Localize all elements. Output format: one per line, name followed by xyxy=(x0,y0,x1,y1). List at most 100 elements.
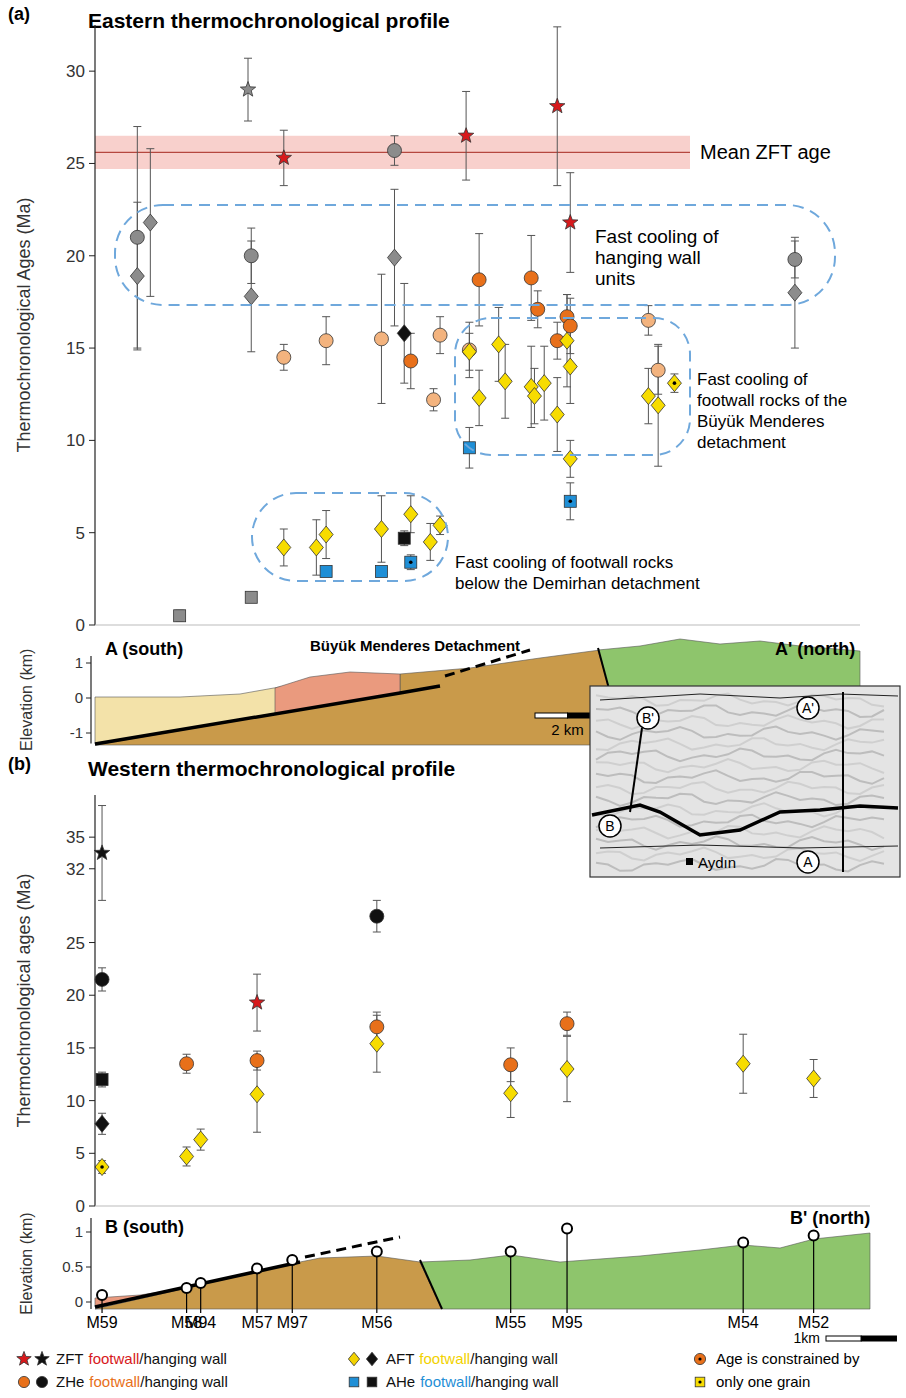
legend-text: hanging wall xyxy=(475,1373,558,1390)
sample-site xyxy=(809,1231,819,1241)
tick-label: 30 xyxy=(66,62,85,81)
sample-site xyxy=(97,1290,107,1300)
data-point xyxy=(240,82,255,97)
data-point xyxy=(370,1035,384,1052)
y-tick xyxy=(89,255,95,256)
y-tick xyxy=(89,995,95,996)
data-point xyxy=(387,249,401,266)
data-point xyxy=(563,214,578,229)
data-point xyxy=(807,1070,821,1087)
legend-text: AFT xyxy=(386,1350,414,1367)
legend-text: AHe xyxy=(386,1373,415,1390)
hillshade xyxy=(596,836,884,850)
elevation-tick xyxy=(86,733,91,734)
annotation: Fast cooling of footwall rocks xyxy=(455,553,673,572)
x-axis xyxy=(95,625,860,626)
town-marker xyxy=(686,858,693,865)
data-point xyxy=(319,334,333,348)
section-label: A (south) xyxy=(105,639,183,659)
one-grain-dot xyxy=(673,381,677,385)
data-point xyxy=(504,1085,518,1102)
data-point xyxy=(550,98,565,113)
y-axis xyxy=(94,25,95,625)
tick-label: 35 xyxy=(66,828,85,847)
data-point xyxy=(180,1148,194,1165)
hillshade xyxy=(596,759,884,773)
data-point xyxy=(537,375,551,392)
tick-label: 0 xyxy=(76,1197,85,1216)
sample-stick xyxy=(292,1265,293,1313)
y-axis xyxy=(94,795,95,1206)
data-point xyxy=(174,610,186,622)
legend-text: Age is constrained by xyxy=(716,1350,860,1367)
legend-text: hanging wall xyxy=(144,1350,227,1367)
tick-label: 20 xyxy=(66,986,85,1005)
data-point xyxy=(404,506,418,523)
data-point xyxy=(250,1086,264,1103)
fault-line xyxy=(95,686,440,744)
data-point xyxy=(244,249,258,263)
section-label: B (south) xyxy=(105,1217,184,1237)
axis-title: Thermochronological Ages (Ma) xyxy=(14,197,34,452)
legend-text: footwall xyxy=(419,1350,470,1367)
mean-band xyxy=(95,136,690,169)
data-point xyxy=(96,1074,108,1086)
sample-site xyxy=(506,1247,516,1257)
hillshade xyxy=(596,848,884,861)
group-outline xyxy=(455,318,690,455)
legend-marker xyxy=(694,1353,705,1364)
fault-line xyxy=(420,1260,442,1309)
error-bars xyxy=(98,806,818,1174)
elevation-tick xyxy=(86,1267,91,1268)
section-label: B' (north) xyxy=(790,1208,870,1228)
sample-label: M95 xyxy=(551,1314,582,1331)
sample-stick xyxy=(200,1288,201,1313)
map-fault xyxy=(600,694,898,700)
legend-text: ZHe xyxy=(56,1373,84,1390)
data-point xyxy=(651,363,665,377)
axis-title: Thermochronological ages (Ma) xyxy=(14,873,34,1127)
map-detachment xyxy=(592,805,898,835)
data-point xyxy=(472,273,486,287)
legend-text: footwall xyxy=(89,1373,140,1390)
map-label: B xyxy=(605,818,614,834)
data-point xyxy=(94,845,109,860)
hillshade xyxy=(596,859,884,871)
map-label: A' xyxy=(802,700,814,716)
y-tick xyxy=(89,71,95,72)
fault-label: Büyük Menderes Detachment xyxy=(310,637,520,654)
data-point xyxy=(245,591,257,603)
legend-marker xyxy=(17,1351,31,1365)
data-point xyxy=(563,319,577,333)
data-point xyxy=(564,495,576,507)
data-point xyxy=(249,995,264,1010)
fault-line xyxy=(95,1262,300,1307)
data-point xyxy=(641,313,655,327)
sample-label: M54 xyxy=(728,1314,759,1331)
section-label: A' (north) xyxy=(775,639,855,659)
sample-stick xyxy=(566,1234,567,1314)
y-tick xyxy=(89,837,95,838)
sample-stick xyxy=(186,1293,187,1313)
markers xyxy=(94,845,820,1176)
data-point xyxy=(244,288,258,305)
map-frame xyxy=(590,686,900,877)
one-grain-dot xyxy=(568,500,572,504)
tick-label: 15 xyxy=(66,1039,85,1058)
data-point xyxy=(667,375,681,392)
legend-marker xyxy=(18,1376,29,1387)
data-point xyxy=(370,909,384,923)
data-point xyxy=(404,354,418,368)
annotation: hanging wall xyxy=(595,247,701,268)
tick-label: 15 xyxy=(66,339,85,358)
data-point xyxy=(387,144,401,158)
figure: -101Elevation (km)A (south)A' (north)Büy… xyxy=(0,0,906,1398)
data-point xyxy=(95,1115,109,1132)
tick-label: 10 xyxy=(66,431,85,450)
data-point xyxy=(462,343,476,360)
data-point xyxy=(788,284,802,301)
hillshade xyxy=(596,770,884,783)
elevation-tick xyxy=(86,663,91,664)
axis-title: Elevation (km) xyxy=(18,649,35,751)
sample-stick xyxy=(376,1257,377,1313)
